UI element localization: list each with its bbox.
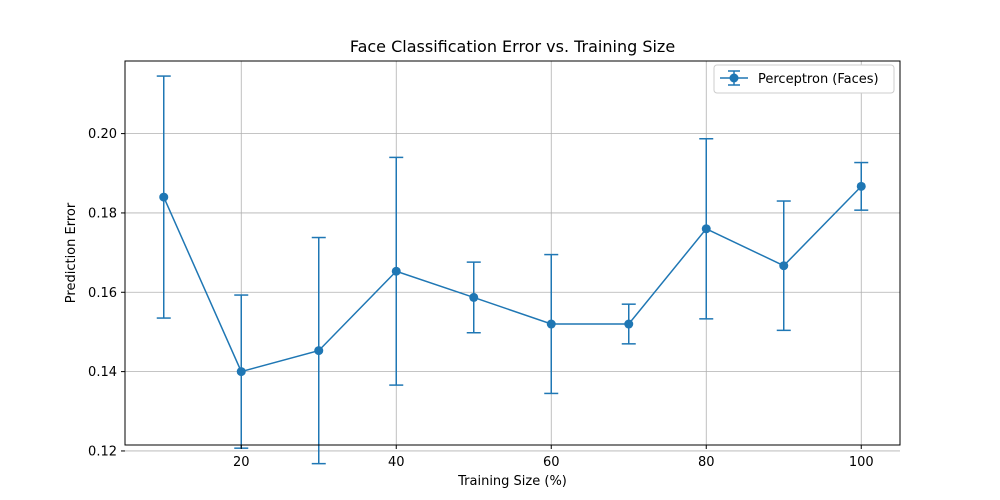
data-point xyxy=(314,346,324,356)
legend-marker xyxy=(729,73,739,83)
y-tick-label: 0.20 xyxy=(88,127,117,142)
data-point xyxy=(236,367,246,377)
x-tick-label: 20 xyxy=(233,455,250,470)
y-tick-label: 0.18 xyxy=(88,206,117,221)
x-tick-label: 60 xyxy=(543,455,560,470)
legend-box xyxy=(713,64,895,94)
y-tick-label: 0.12 xyxy=(88,444,117,459)
data-point xyxy=(779,261,789,271)
data-point xyxy=(159,192,169,202)
x-tick-label: 80 xyxy=(698,455,715,470)
data-point xyxy=(856,181,866,191)
legend-label: Perceptron (Faces) xyxy=(758,72,879,87)
data-point xyxy=(701,224,711,234)
data-point xyxy=(469,292,479,302)
y-tick-label: 0.14 xyxy=(88,365,117,380)
series-layer xyxy=(156,75,869,465)
ticks: 20 40 60 80 100 0.12 0.14 0.16 0.18 0.20 xyxy=(88,127,874,470)
series-line xyxy=(163,185,862,373)
data-point xyxy=(624,319,634,329)
data-point xyxy=(391,266,401,276)
x-tick-label: 100 xyxy=(849,455,874,470)
x-tick-label: 40 xyxy=(388,455,405,470)
chart-title: Face Classification Error vs. Training S… xyxy=(350,37,675,56)
legend-symbol xyxy=(720,70,748,86)
x-axis-label: Training Size (%) xyxy=(457,474,567,489)
y-axis-label: Prediction Error xyxy=(64,202,79,303)
y-tick-label: 0.16 xyxy=(88,286,117,301)
plot-frame xyxy=(124,60,901,446)
legend: Perceptron (Faces) xyxy=(713,64,895,94)
data-point xyxy=(546,319,556,329)
